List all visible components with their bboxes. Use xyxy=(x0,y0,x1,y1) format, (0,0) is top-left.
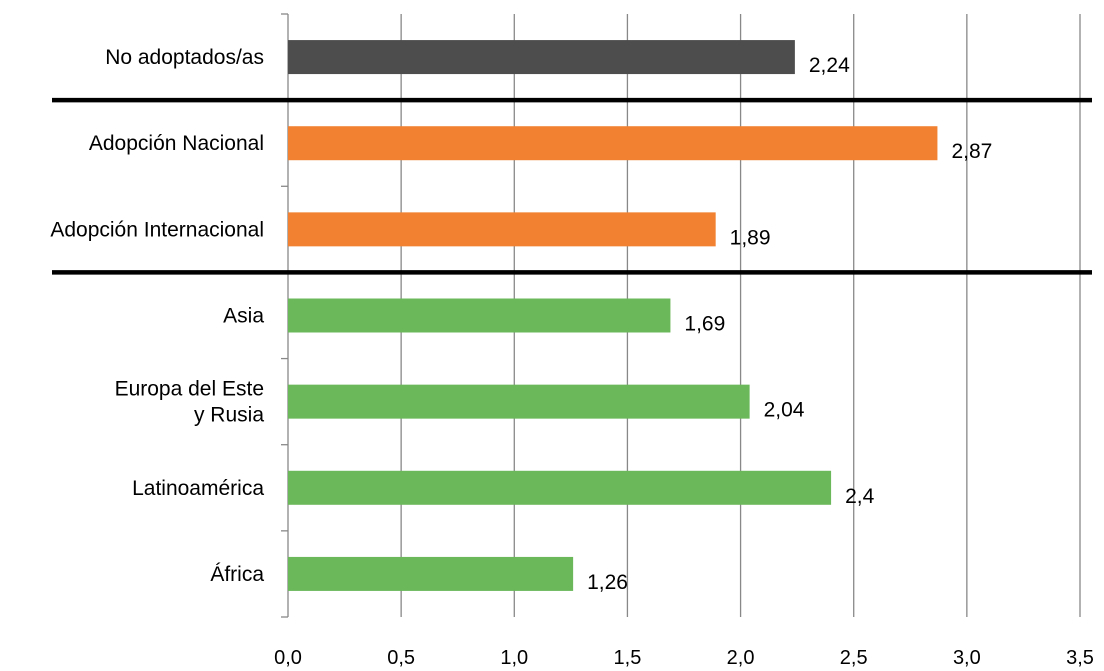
y-axis xyxy=(281,13,289,618)
x-tick-label: 2,5 xyxy=(840,647,868,669)
bar xyxy=(288,298,671,333)
category-label: Adopción Internacional xyxy=(50,218,264,241)
bar xyxy=(288,126,938,161)
category-label: Asia xyxy=(223,305,264,328)
x-tick-label: 0,0 xyxy=(274,647,302,669)
category-label: Europa del Este xyxy=(115,378,264,401)
value-label: 1,89 xyxy=(730,226,771,249)
value-label: 1,69 xyxy=(684,313,725,336)
value-label: 2,04 xyxy=(764,399,805,422)
x-tick-label: 3,5 xyxy=(1066,647,1094,669)
bar xyxy=(288,40,795,75)
category-label: Adopción Nacional xyxy=(89,132,264,155)
x-tick-label: 1,5 xyxy=(614,647,642,669)
category-label: y Rusia xyxy=(194,404,264,427)
x-tick-label: 1,0 xyxy=(500,647,528,669)
x-tick-label: 0,5 xyxy=(387,647,415,669)
category-label: África xyxy=(210,563,264,586)
category-label: No adoptados/as xyxy=(105,46,264,69)
bar xyxy=(288,470,832,505)
bar xyxy=(288,212,716,247)
x-tick-label: 3,0 xyxy=(953,647,981,669)
bar xyxy=(288,384,750,419)
category-label: Latinoamérica xyxy=(132,477,264,500)
labels: 0,0 0,5 1,0 1,5 2,0 2,5 3,0 3,5 No adoptados/as 2… xyxy=(50,46,1094,669)
value-label: 2,87 xyxy=(951,140,992,163)
value-label: 1,26 xyxy=(587,571,628,594)
value-label: 2,4 xyxy=(845,485,875,508)
x-tick-label: 2,0 xyxy=(727,647,755,669)
group-separators xyxy=(52,97,1092,275)
value-label: 2,24 xyxy=(809,54,850,77)
bar xyxy=(288,556,574,591)
bars xyxy=(288,40,938,591)
